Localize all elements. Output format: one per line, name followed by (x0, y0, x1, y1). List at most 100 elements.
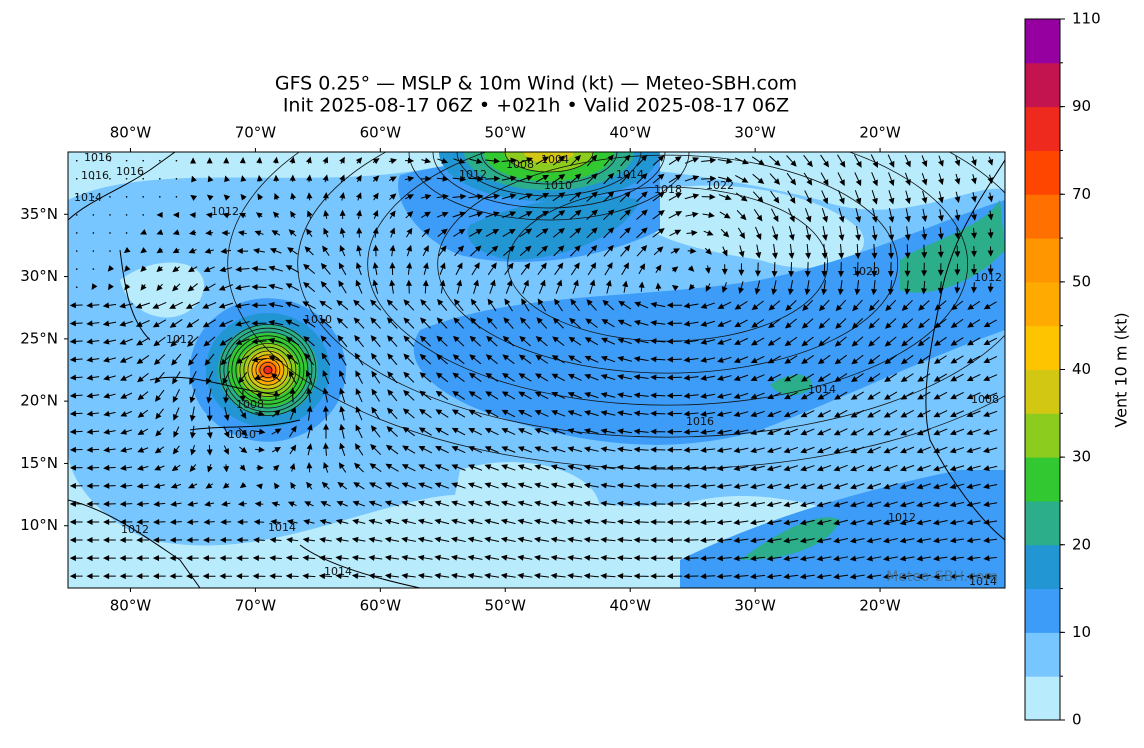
wind-arrow (356, 227, 363, 238)
wind-arrow (670, 248, 680, 254)
wind-arrow (949, 555, 964, 562)
wind-arrow (154, 389, 165, 402)
wind-arrow (190, 444, 196, 456)
wind-arrow (235, 266, 250, 273)
wind-arrow (356, 192, 362, 201)
wind-arrow (369, 482, 382, 490)
wind-arrow (338, 262, 347, 276)
colorbar-band (1025, 194, 1060, 239)
isobar-label: 1014 (74, 191, 102, 204)
coastline (119, 249, 151, 341)
wind-arrow (319, 536, 332, 543)
wind-arrow (799, 573, 815, 580)
wind-arrow (604, 262, 613, 276)
wind-arrow (700, 447, 716, 453)
wind-arrow (949, 428, 965, 436)
wind-arrow (801, 355, 814, 364)
wind-arrow (502, 211, 517, 219)
wind-arrow (584, 373, 599, 381)
wind-arrow (638, 281, 645, 292)
isobar-label: 1010 (228, 428, 256, 441)
wind-arrow (335, 554, 349, 561)
wind-arrow (473, 279, 479, 294)
isobar (227, 152, 1005, 470)
wind-arrow (419, 335, 432, 347)
wind-arrow (620, 244, 631, 257)
wind-arrow (136, 518, 149, 525)
wind-arrow (451, 464, 466, 471)
wind-arrow (550, 500, 566, 507)
wind-arrow (136, 500, 149, 507)
wind-arrow (189, 212, 196, 219)
wind-arrow (666, 410, 682, 417)
isobar-label: 1004 (541, 153, 569, 166)
wind-arrow (388, 158, 397, 164)
wind-arrow (356, 244, 363, 257)
lon-tick-label: 20°W (859, 597, 901, 615)
wind-arrow (152, 301, 167, 309)
wind-arrow (322, 405, 329, 421)
wind-arrow (254, 428, 266, 435)
wind-arrow (916, 501, 932, 508)
wind-arrow (534, 446, 549, 453)
wind-arrow (783, 519, 799, 526)
wind-arrow (339, 209, 346, 220)
wind-arrow (717, 301, 732, 309)
wind-arrow (268, 355, 283, 363)
wind-arrow (766, 428, 782, 436)
isobar (456, 152, 642, 197)
wind-arrow (289, 156, 296, 164)
wind-arrow (268, 301, 284, 308)
wind-arrow (422, 245, 429, 257)
wind-arrow (517, 518, 533, 525)
wind-arrow (135, 302, 151, 309)
wind-arrow (402, 445, 416, 454)
wind-arrow (983, 465, 998, 472)
wind-arrow (921, 173, 928, 186)
wind-arrow (235, 320, 250, 327)
wind-arrow (636, 227, 648, 239)
wind-arrow (505, 279, 513, 294)
colorbar: 0 10 20 30 40 50 70 90 110 (1024, 10, 1101, 729)
wind-arrow (319, 318, 332, 329)
wind-arrow (586, 191, 598, 202)
wind-arrow (339, 405, 346, 421)
wind-arrow (302, 573, 316, 580)
wind-arrow (882, 537, 898, 544)
wind-arrow (916, 428, 931, 436)
wind-arrow (69, 302, 83, 309)
wind-arrow (218, 284, 234, 291)
wind-arrow (273, 482, 280, 490)
wind-arrow (633, 337, 649, 344)
wind-arrow (451, 500, 466, 507)
wind-arrow (854, 190, 862, 205)
wind-arrow (634, 301, 649, 309)
wind-arrow (504, 262, 514, 276)
wind-arrow (453, 158, 466, 164)
wind-arrow (650, 374, 666, 381)
wind-arrow (451, 427, 466, 436)
wind-arrow (650, 301, 666, 308)
wind-arrow (255, 212, 263, 219)
wind-arrow (583, 428, 599, 435)
wind-arrow (290, 192, 297, 201)
wind-arrow (518, 354, 532, 364)
wind-arrow (86, 446, 100, 453)
wind-arrow (669, 229, 682, 237)
wind-arrow (136, 537, 149, 544)
wind-arrow (749, 537, 766, 544)
wind-arrow (75, 159, 78, 162)
wind-arrow (684, 157, 700, 164)
wind-arrow (337, 335, 348, 348)
wind-arrow (833, 409, 848, 418)
wind-arrow (750, 501, 765, 508)
wind-arrow (188, 353, 198, 366)
wind-arrow (733, 555, 749, 562)
wind-arrow (436, 317, 448, 329)
wind-arrow (533, 572, 549, 579)
wind-arrow (534, 410, 549, 417)
wind-arrow (418, 427, 432, 436)
wind-arrow (522, 279, 529, 294)
wind-arrow (239, 464, 246, 472)
isobar-label: 1014 (616, 168, 644, 181)
